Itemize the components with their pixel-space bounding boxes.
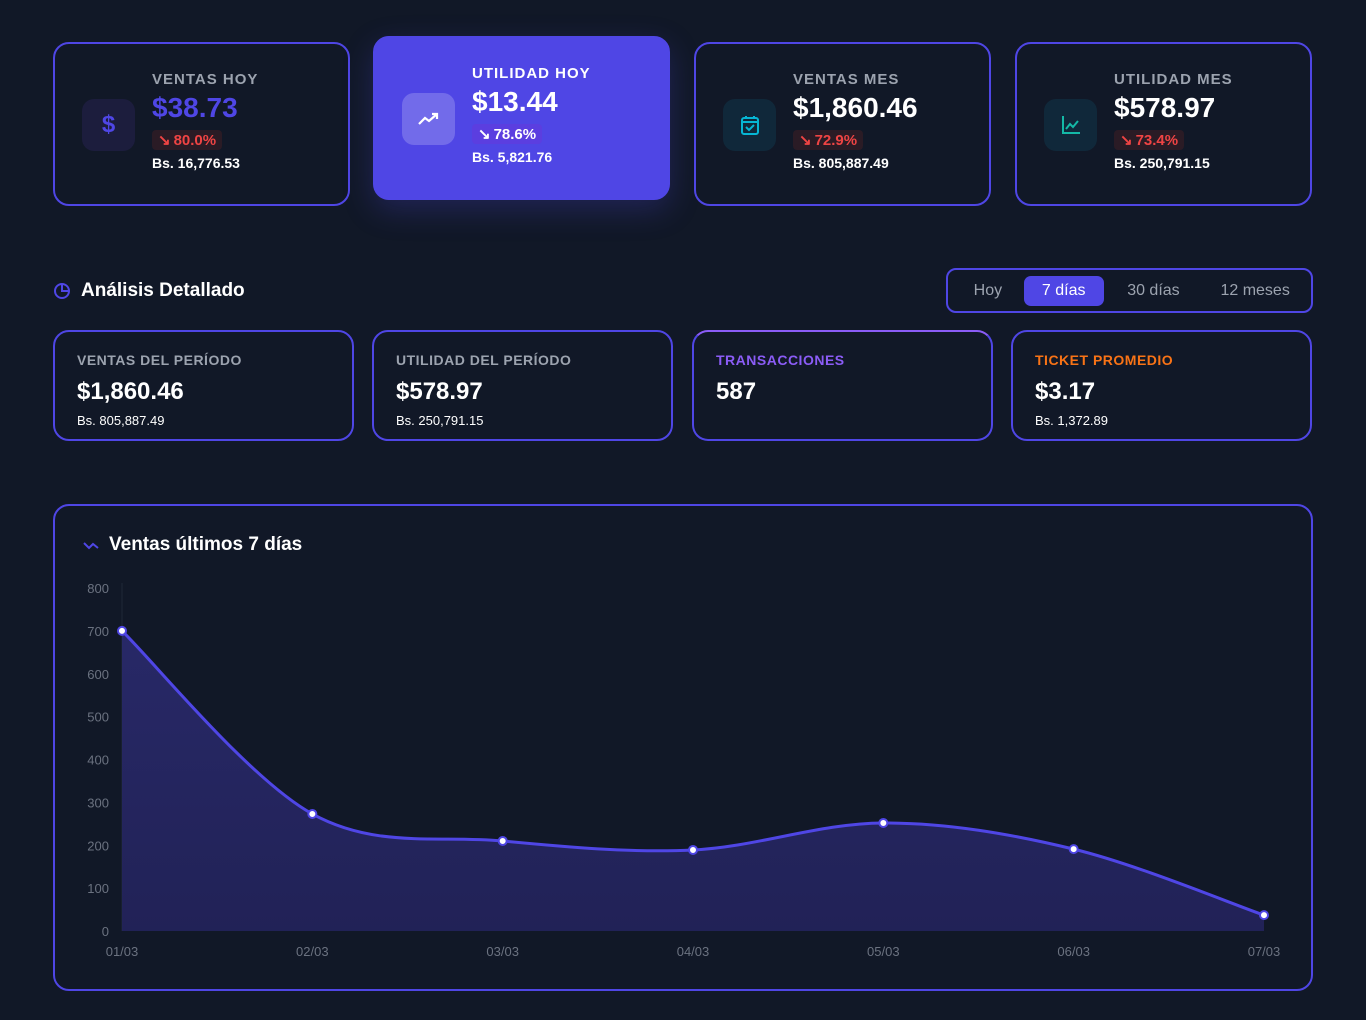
card-label: UTILIDAD MES xyxy=(1114,71,1233,88)
section-header: Análisis Detallado xyxy=(53,280,245,302)
card-label: VENTAS HOY xyxy=(152,71,259,88)
tab-30-dias[interactable]: 30 días xyxy=(1127,281,1180,299)
change-badge: ↘ 78.6% xyxy=(472,124,543,144)
calendar-check-icon xyxy=(723,99,776,151)
dollar-icon: $ xyxy=(82,99,135,151)
tab-7-dias[interactable]: 7 días xyxy=(1023,275,1104,306)
card-value: $13.44 xyxy=(472,86,558,117)
card-value: $578.97 xyxy=(1114,92,1216,123)
card-utilidad-mes: UTILIDAD MES $578.97 ↘ 73.4% Bs. 250,791.… xyxy=(1015,42,1312,206)
line-chart-icon xyxy=(1044,99,1097,151)
period-tabs: Hoy 7 días 30 días 12 meses xyxy=(946,268,1313,313)
card-ventas-periodo: VENTAS DEL PERÍODO $1,860.46 Bs. 805,887… xyxy=(53,330,354,441)
card-label: VENTAS MES xyxy=(793,71,900,88)
card-label: VENTAS DEL PERÍODO xyxy=(77,352,242,368)
change-badge: ↘ 80.0% xyxy=(152,130,223,150)
card-bs: Bs. 16,776.53 xyxy=(152,155,240,171)
trending-down-icon: ↘ xyxy=(1120,132,1133,149)
card-value: $578.97 xyxy=(396,378,483,405)
change-badge: ↘ 72.9% xyxy=(793,130,864,150)
card-bs: Bs. 5,821.76 xyxy=(472,149,553,165)
card-transacciones: TRANSACCIONES 587 xyxy=(692,330,993,441)
card-label: UTILIDAD HOY xyxy=(472,65,591,82)
pie-chart-icon xyxy=(54,283,70,299)
trending-down-icon: ↘ xyxy=(478,126,491,143)
card-label: TICKET PROMEDIO xyxy=(1035,352,1174,368)
card-bs: Bs. 805,887.49 xyxy=(77,413,165,428)
section-title: Análisis Detallado xyxy=(81,280,245,301)
change-badge: ↘ 73.4% xyxy=(1114,130,1185,150)
card-label: UTILIDAD DEL PERÍODO xyxy=(396,352,572,368)
card-bs: Bs. 1,372.89 xyxy=(1035,413,1108,428)
activity-icon xyxy=(83,542,99,550)
chart-title: Ventas últimos 7 días xyxy=(109,534,303,555)
card-value: 587 xyxy=(716,378,757,405)
trending-down-icon: ↘ xyxy=(158,132,171,149)
card-bs: Bs. 250,791.15 xyxy=(396,413,484,428)
tab-hoy[interactable]: Hoy xyxy=(973,281,1003,299)
card-value: $38.73 xyxy=(152,92,238,123)
card-value: $1,860.46 xyxy=(793,92,918,123)
trending-down-icon: ↘ xyxy=(799,132,812,149)
card-ventas-mes: VENTAS MES $1,860.46 ↘ 72.9% Bs. 805,887.… xyxy=(694,42,991,206)
chart-card: Ventas últimos 7 días xyxy=(53,504,1313,991)
card-bs: Bs. 805,887.49 xyxy=(793,155,889,171)
card-ventas-hoy: $ VENTAS HOY $38.73 ↘ 80.0% Bs. 16,776.53 xyxy=(53,42,350,206)
card-bs: Bs. 250,791.15 xyxy=(1114,155,1210,171)
card-value: $3.17 xyxy=(1035,378,1096,405)
trending-up-icon xyxy=(402,93,455,145)
card-ticket-promedio: TICKET PROMEDIO $3.17 Bs. 1,372.89 xyxy=(1011,330,1312,441)
card-value: $1,860.46 xyxy=(77,378,184,405)
card-label: TRANSACCIONES xyxy=(716,352,845,368)
card-utilidad-periodo: UTILIDAD DEL PERÍODO $578.97 Bs. 250,791… xyxy=(372,330,673,441)
card-utilidad-hoy: UTILIDAD HOY $13.44 ↘ 78.6% Bs. 5,821.76 xyxy=(373,36,670,200)
tab-12-meses[interactable]: 12 meses xyxy=(1220,281,1290,299)
